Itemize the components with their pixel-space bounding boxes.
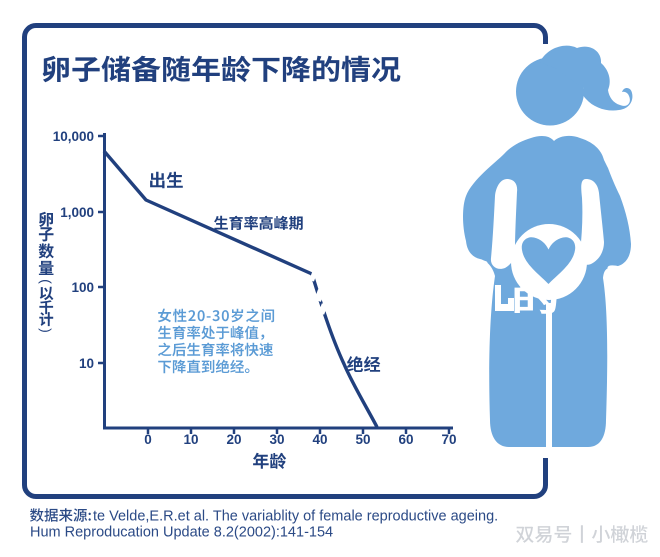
svg-text:10: 10 xyxy=(183,432,198,447)
svg-text:te Velde,E.R.et al. The variab: te Velde,E.R.et al. The variablity of fe… xyxy=(93,509,498,525)
svg-text:10: 10 xyxy=(79,356,94,371)
svg-text:70: 70 xyxy=(441,432,456,447)
svg-text:(: ( xyxy=(39,279,55,284)
svg-text:50: 50 xyxy=(355,432,370,447)
svg-text:): ) xyxy=(39,328,55,333)
svg-text:60: 60 xyxy=(398,432,413,447)
svg-text:20: 20 xyxy=(226,432,241,447)
svg-text:Hum Reproducation Update 8.2(2: Hum Reproducation Update 8.2(2002):141-1… xyxy=(30,525,333,541)
svg-text:0: 0 xyxy=(144,432,152,447)
svg-text:100: 100 xyxy=(71,280,94,295)
svg-text:40: 40 xyxy=(312,432,327,447)
svg-text:30: 30 xyxy=(269,432,284,447)
svg-text:10,000: 10,000 xyxy=(53,129,94,144)
svg-text:1,000: 1,000 xyxy=(60,205,94,220)
